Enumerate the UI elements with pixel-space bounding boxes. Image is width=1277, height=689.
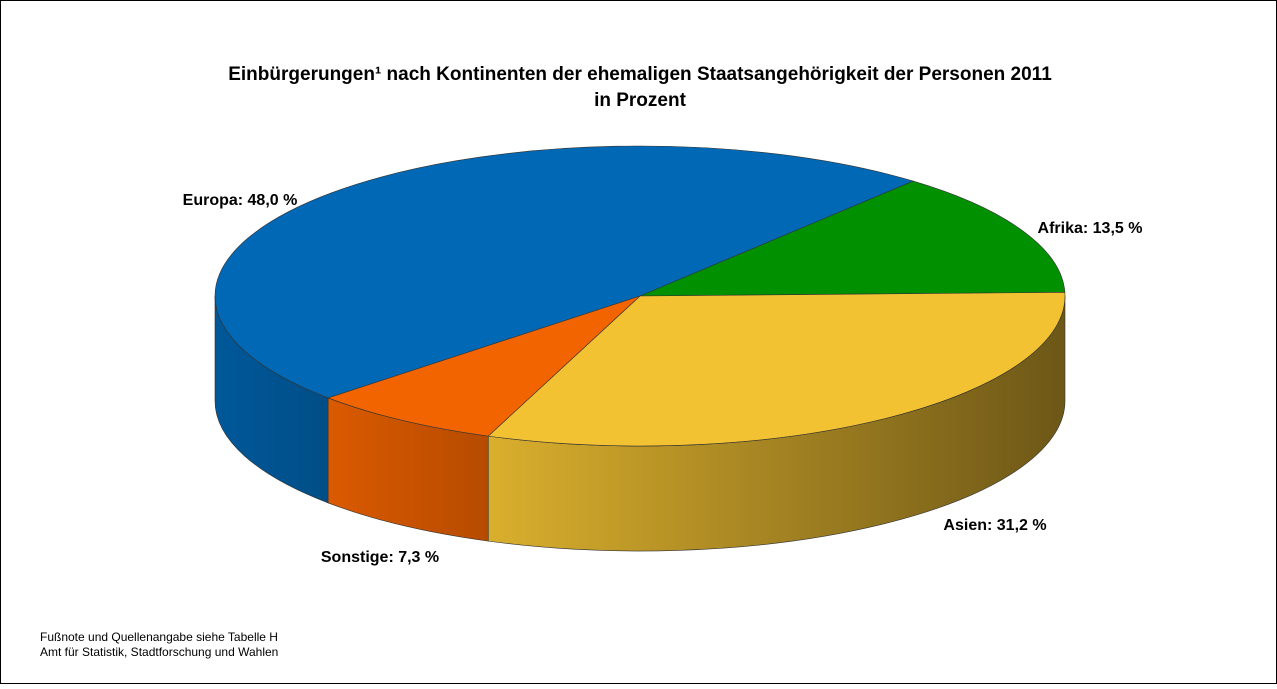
footnote: Amt für Statistik, Stadtforschung und Wa… [40,645,278,659]
footnote: Fußnote und Quellenangabe siehe Tabelle … [40,630,278,644]
slice-label: Afrika: 13,5 % [1038,220,1143,237]
pie-slice [214,145,915,399]
slice-label: Sonstige: 7,3 % [321,549,439,566]
slice-label: Asien: 31,2 % [943,517,1046,534]
pie-slice [327,295,641,437]
chart-subtitle: in Prozent [594,90,687,111]
slice-label: Europa: 48,0 % [183,192,298,209]
pie-slice [487,292,1066,447]
chart-title: Einbürgerungen¹ nach Kontinenten der ehe… [228,64,1052,85]
pie-slice [639,180,1066,297]
